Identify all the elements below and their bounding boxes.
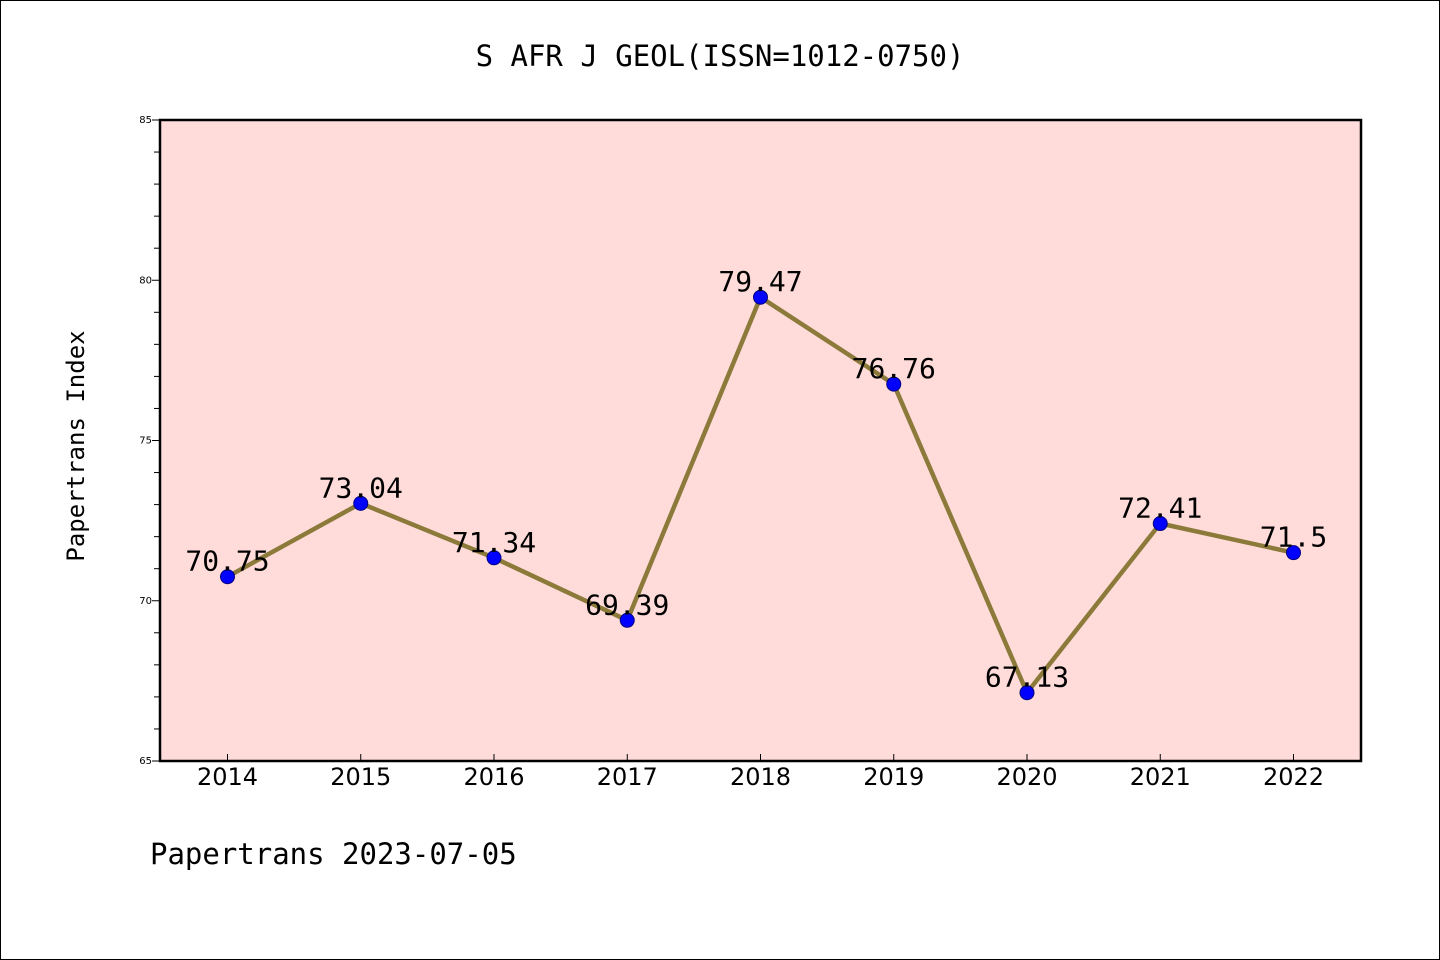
plot-area [158,118,1363,763]
data-point-marker [220,569,235,585]
data-point-marker [886,376,902,392]
x-tick-label: 2022 [1263,763,1324,791]
data-point-marker [753,289,768,305]
data-label: 69.39 [585,588,669,621]
x-tick-label: 2017 [597,763,658,791]
data-label: 76.76 [852,352,936,385]
data-point-marker [486,550,502,566]
data-point-marker [1286,545,1301,561]
x-tick-label: 2015 [330,763,391,791]
y-tick-label: 65 [139,756,152,767]
y-axis-label: Papertrans Index [62,330,90,561]
y-tick-label: 70 [139,596,152,607]
data-point-marker [353,495,369,511]
x-tick-label: 2019 [863,763,924,791]
data-point-marker [619,612,635,628]
y-tick-label: 75 [139,436,152,447]
x-tick-label: 2018 [730,763,791,791]
data-label: 71.34 [452,526,536,559]
x-tick-label: 2014 [197,763,258,791]
y-tick-label: 85 [139,115,152,126]
x-tick-label: 2021 [1130,763,1191,791]
data-label: 79.47 [718,265,802,298]
chart-title: S AFR J GEOL(ISSN=1012-0750) [476,39,965,73]
data-label: 70.75 [185,545,269,578]
data-label: 71.5 [1260,521,1327,554]
y-tick-label: 80 [139,275,152,286]
data-point-marker [1152,516,1168,532]
x-tick-label: 2020 [996,763,1057,791]
footer-caption: Papertrans 2023-07-05 [150,837,517,871]
x-tick-label: 2016 [463,763,524,791]
data-label: 67.13 [985,661,1069,694]
data-labels: 70.75 73.04 71.34 69.39 79.47 76.76 67.13 72.41… [185,265,1327,693]
data-label: 73.04 [319,471,403,504]
data-point-marker [1019,685,1035,701]
x-axis-ticks: 2014 2015 2016 2017 2018 2019 2020 2021 2022 [197,754,1324,791]
y-axis-ticks: 65 70 75 80 85 [139,115,160,767]
data-label: 72.41 [1118,492,1202,525]
data-points [220,289,1301,701]
